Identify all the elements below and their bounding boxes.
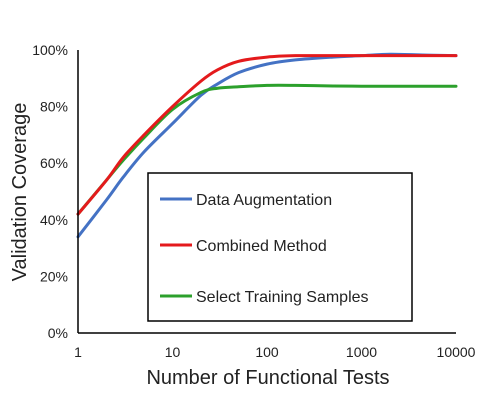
y-axis-ticks: 0% 20% 40% 60% 80% 100% [32, 42, 68, 341]
y-axis-title: Validation Coverage [9, 103, 31, 282]
y-tick-label: 60% [40, 155, 68, 171]
x-tick-label: 10000 [437, 344, 476, 360]
x-axis-ticks: 1 10 100 1000 10000 [74, 344, 476, 360]
x-axis-title: Number of Functional Tests [146, 367, 389, 389]
series-line-3 [76, 83, 458, 216]
y-tick-label: 100% [32, 42, 68, 58]
x-tick-label: 1 [74, 344, 82, 360]
series-lines [76, 52, 458, 239]
legend-label: Combined Method [196, 238, 327, 255]
y-tick-label: 80% [40, 99, 68, 115]
x-tick-label: 1000 [346, 344, 377, 360]
x-tick-label: 100 [255, 344, 279, 360]
legend: Data Augmentation Combined Method Select T… [147, 172, 413, 322]
series-line-2 [76, 54, 458, 216]
y-tick-label: 20% [40, 268, 68, 284]
x-tick-label: 10 [165, 344, 181, 360]
y-tick-label: 40% [40, 212, 68, 228]
y-tick-label: 0% [48, 325, 68, 341]
legend-label: Data Augmentation [196, 192, 332, 209]
legend-label: Select Training Samples [196, 289, 369, 306]
